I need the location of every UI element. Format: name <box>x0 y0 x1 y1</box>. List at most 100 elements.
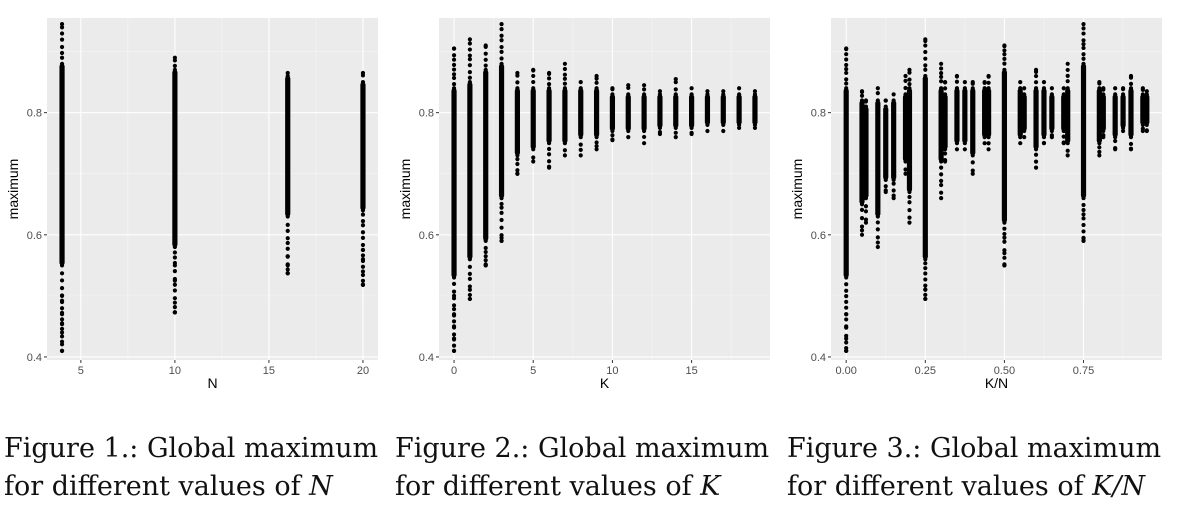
data-point-cluster <box>657 94 663 128</box>
data-point-cluster <box>641 94 647 131</box>
data-point <box>451 75 457 81</box>
data-point-cluster <box>689 94 695 128</box>
data-point <box>1120 128 1126 134</box>
data-point <box>875 91 880 96</box>
data-point-cluster <box>1001 69 1008 223</box>
data-point-cluster <box>1033 88 1039 150</box>
data-point <box>172 244 177 250</box>
data-point <box>285 271 290 276</box>
data-point <box>939 79 944 84</box>
data-point <box>59 22 65 27</box>
caption-figure-2: Figure 2.: Global maximum for different … <box>395 430 769 506</box>
data-point <box>451 324 457 329</box>
data-point <box>483 63 488 68</box>
data-point <box>360 253 366 258</box>
data-point <box>883 184 888 189</box>
data-point-cluster <box>360 82 366 211</box>
data-point <box>1041 134 1047 140</box>
data-point <box>1002 239 1007 244</box>
data-point <box>1033 152 1039 157</box>
data-point-cluster <box>883 106 889 180</box>
data-point <box>1140 86 1145 91</box>
data-point-cluster <box>1080 63 1087 199</box>
point-column <box>1120 86 1126 134</box>
data-point <box>859 228 865 233</box>
data-point <box>903 92 908 97</box>
data-point <box>285 73 290 79</box>
x-axis-title: K <box>600 375 610 391</box>
data-point <box>942 159 948 164</box>
data-point <box>954 147 960 152</box>
data-point-cluster <box>942 94 948 150</box>
data-point-cluster <box>1112 94 1118 138</box>
data-point <box>673 130 678 135</box>
point-column <box>578 80 584 158</box>
data-point <box>172 296 177 301</box>
data-point <box>844 299 849 305</box>
point-column <box>498 22 505 244</box>
data-point <box>752 92 758 97</box>
data-point <box>1041 86 1047 91</box>
data-point <box>360 223 366 228</box>
data-point <box>1033 159 1039 164</box>
point-column <box>962 80 968 152</box>
data-point <box>1113 92 1118 97</box>
point-column <box>625 83 631 140</box>
data-point <box>1081 45 1086 51</box>
data-point <box>451 72 457 77</box>
data-point <box>982 134 987 140</box>
data-point <box>1081 235 1086 240</box>
data-point <box>1022 134 1027 140</box>
point-column <box>843 46 849 353</box>
x-tick-label: 5 <box>530 365 536 377</box>
data-point <box>1097 86 1102 91</box>
caption-text: for different values of <box>4 471 310 502</box>
data-point <box>1128 147 1134 152</box>
data-point <box>875 244 880 250</box>
x-tick-label: 5 <box>78 365 84 377</box>
data-point <box>962 86 967 91</box>
data-point <box>1002 231 1007 237</box>
data-point <box>59 293 65 298</box>
data-point <box>1002 251 1007 256</box>
data-point <box>546 76 552 81</box>
point-column <box>883 98 889 195</box>
data-point <box>752 122 758 127</box>
data-point <box>59 61 65 66</box>
data-point <box>59 326 65 331</box>
data-point <box>1113 86 1118 91</box>
point-column <box>922 37 928 302</box>
data-point <box>962 141 967 146</box>
data-point <box>1065 86 1070 91</box>
data-point-cluster <box>1100 94 1106 131</box>
data-point <box>59 31 65 36</box>
data-point <box>907 189 912 195</box>
data-point <box>875 240 880 245</box>
plot-panel <box>47 18 378 360</box>
data-point <box>844 336 849 341</box>
data-point <box>689 92 694 97</box>
data-point <box>467 276 472 281</box>
point-column <box>451 46 457 353</box>
data-point <box>172 300 177 305</box>
data-point <box>844 77 849 82</box>
data-point <box>1081 38 1086 43</box>
data-point <box>483 263 488 268</box>
data-point-cluster <box>902 94 909 162</box>
data-point <box>844 52 849 57</box>
data-point <box>844 67 849 72</box>
data-point <box>1101 92 1106 97</box>
x-tick-label: 15 <box>263 365 275 377</box>
data-point <box>59 321 65 326</box>
data-point <box>562 86 568 91</box>
data-point <box>883 177 888 182</box>
data-point <box>467 57 472 62</box>
data-point <box>907 220 912 225</box>
data-point <box>875 227 880 232</box>
data-point-cluster <box>1021 94 1027 131</box>
data-point <box>172 310 177 315</box>
data-point <box>752 125 758 131</box>
data-point <box>594 144 599 149</box>
data-point <box>1049 134 1054 140</box>
